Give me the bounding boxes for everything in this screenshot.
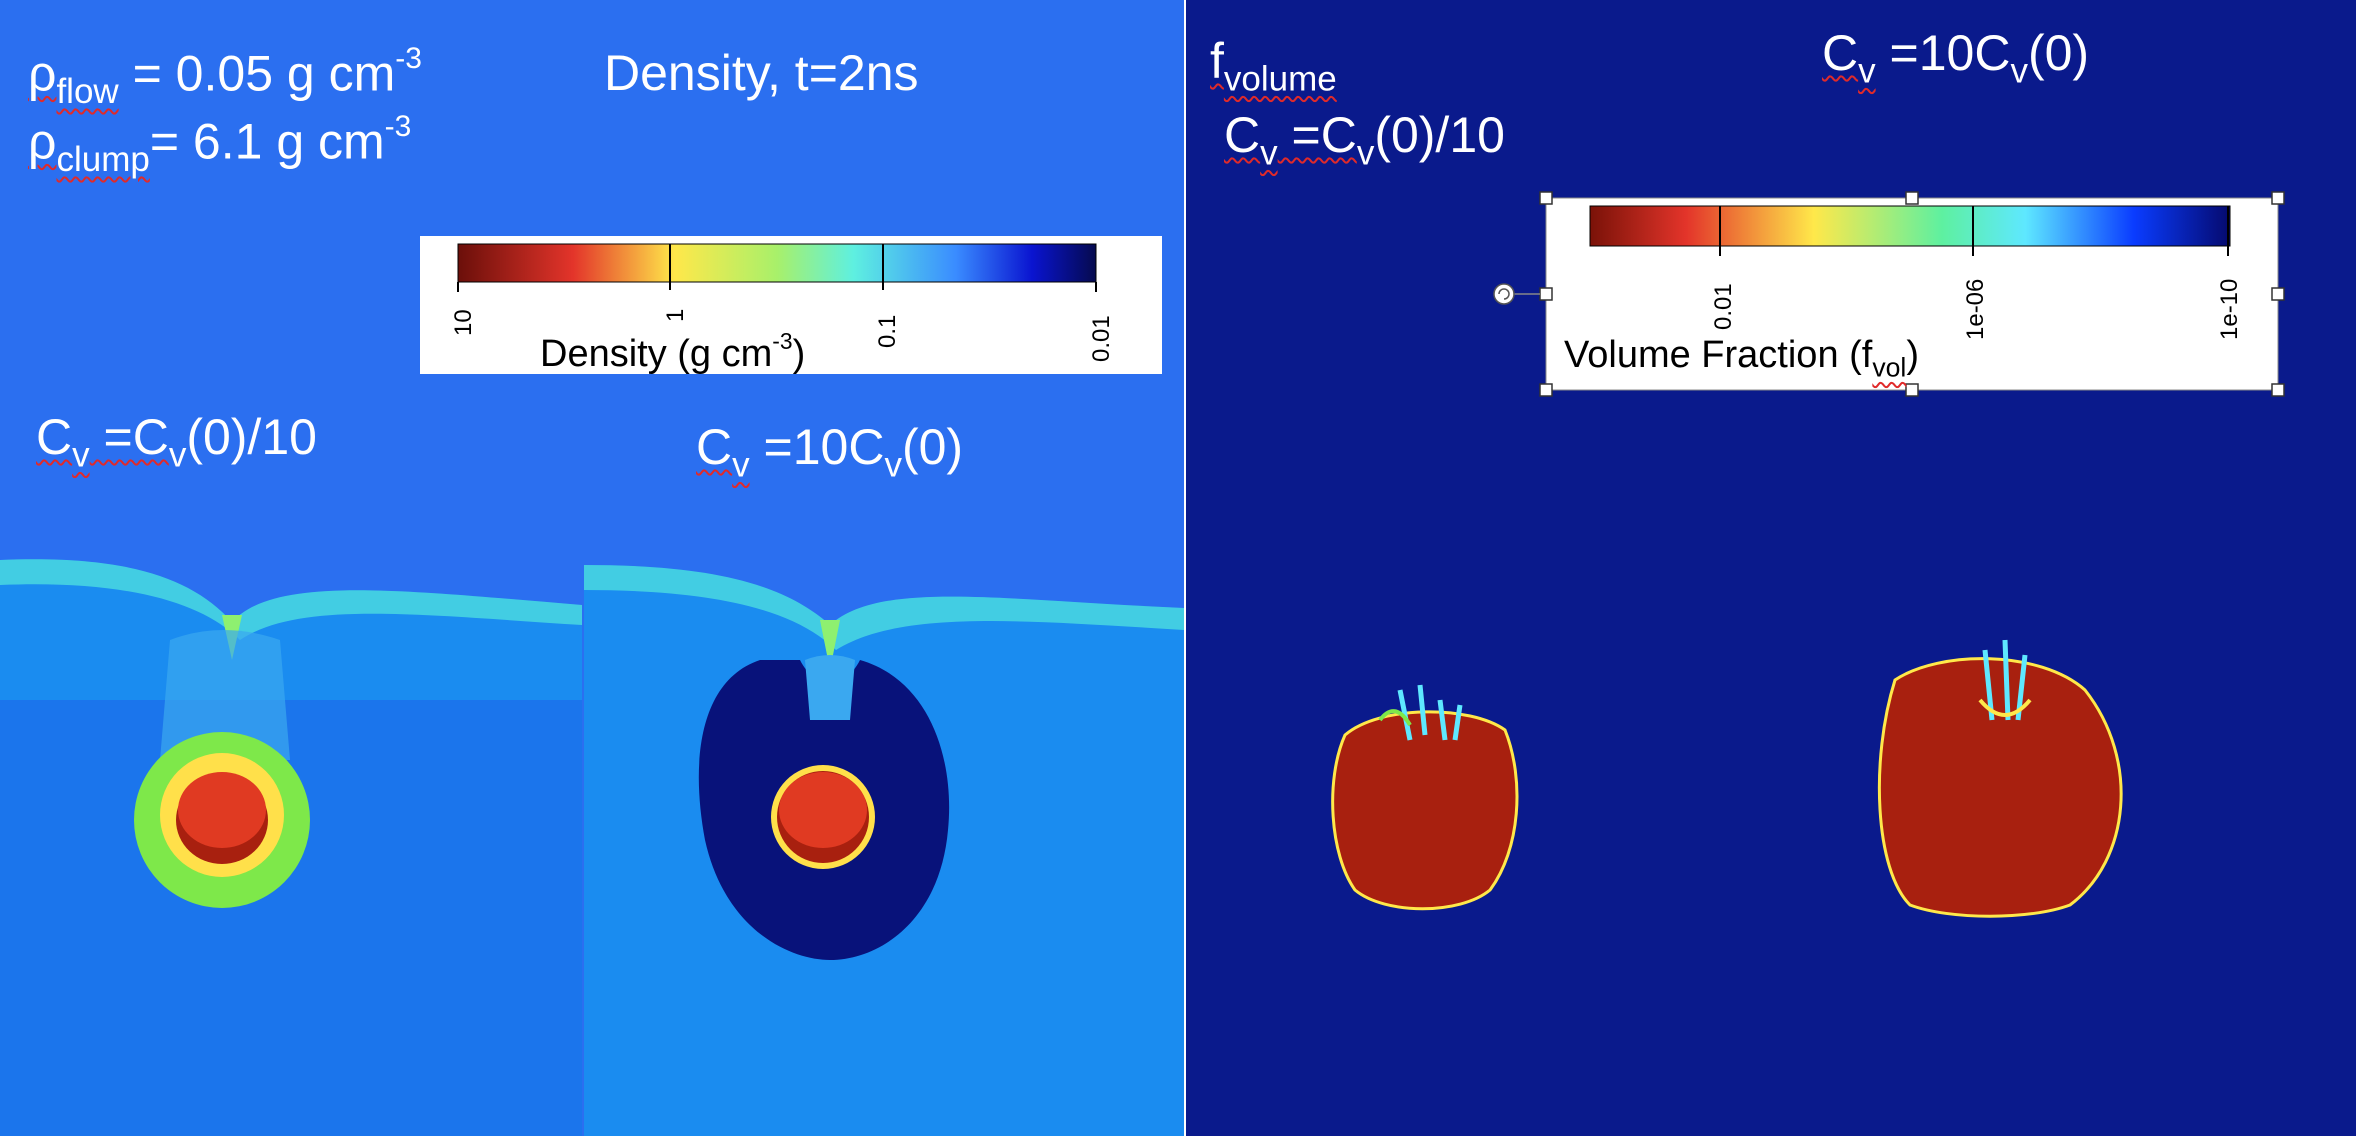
cv-subscript-2: v [2010, 51, 2028, 91]
rho-clump-exponent: -3 [384, 110, 412, 143]
resize-handle-left[interactable] [1539, 287, 1553, 301]
cv-subscript: v [1260, 133, 1278, 173]
cv-factor: (0) [2027, 25, 2090, 81]
cv-symbol: C [36, 409, 73, 465]
shock-tip-high [820, 620, 840, 670]
density-colorbar-label: Density (g cm-3) [540, 330, 805, 373]
cv-equals: =C [1277, 107, 1357, 163]
volume-label-text: Volume Fraction (f [1564, 334, 1873, 376]
resize-handle-top[interactable] [1905, 191, 1919, 205]
density-tick-label-10: 10 [450, 309, 477, 336]
volume-label-close: ) [1906, 334, 1919, 376]
cv-symbol: C [1822, 25, 1859, 81]
cv-high-label-left: Cv =10Cv(0) [696, 422, 963, 482]
density-colorbar-gradient [457, 243, 1097, 283]
density-label-close: ) [792, 333, 806, 376]
clump-high [779, 772, 867, 848]
resize-handle-bottom[interactable] [1905, 383, 1919, 397]
cv-subscript-2: v [884, 445, 902, 485]
vf-blob-left [1331, 684, 1519, 911]
volume-tick-label-0-01: 0.01 [1710, 283, 1737, 330]
rho-flow-value: = 0.05 g cm [118, 45, 396, 102]
f-volume-subscript: volume [1223, 59, 1337, 99]
wake-low [160, 630, 290, 760]
vf-blob-right [1877, 639, 2123, 918]
sim-right-cv-high [584, 565, 1184, 1136]
density-tick-label-0-1: 0.1 [874, 314, 901, 348]
rho-flow-exponent: -3 [395, 42, 422, 75]
resize-handle-top-left[interactable] [1539, 191, 1553, 205]
cv-factor: (0) [901, 419, 964, 475]
resize-handle-top-right[interactable] [2271, 191, 2285, 205]
rho-flow-label: ρflow = 0.05 g cm-3 [28, 44, 422, 109]
cv-symbol: C [696, 419, 733, 475]
resize-handle-bottom-left[interactable] [1539, 383, 1553, 397]
cv-subscript: v [732, 445, 750, 485]
rotate-handle-icon[interactable] [1493, 283, 1515, 305]
rho-flow-subscript: flow [56, 71, 119, 111]
f-symbol: f [1210, 33, 1224, 89]
f-volume-label: fvolume [1210, 36, 1337, 96]
rho-clump-label: ρclump= 6.1 g cm-3 [28, 112, 411, 177]
cv-factor: (0)/10 [186, 409, 317, 465]
jet-high [805, 655, 855, 720]
bow-shock-high [584, 565, 1184, 650]
cv-subscript-2: v [168, 435, 187, 475]
rho-clump-value: = 6.1 g cm [149, 113, 385, 170]
sim-left-cv-low [0, 559, 582, 1136]
density-tick-label-1: 1 [662, 308, 689, 322]
cv-factor: (0)/10 [1374, 107, 1505, 163]
cv-equals: =C [89, 409, 169, 465]
density-tick-label-0-01: 0.01 [1088, 315, 1115, 362]
cv-equals: =10C [1875, 25, 2011, 81]
density-label-text: Density (g cm [540, 333, 773, 376]
cv-subscript-2: v [1356, 133, 1375, 173]
right-panel-background [1186, 0, 2356, 1136]
cv-subscript: v [72, 435, 90, 475]
cv-symbol: C [1224, 107, 1261, 163]
cv-subscript: v [1858, 51, 1876, 91]
rho-symbol: ρ [28, 45, 57, 102]
volume-tick-label-1e-06: 1e-06 [1962, 278, 1989, 340]
resize-handle-bottom-right[interactable] [2271, 383, 2285, 397]
cv-high-label-right: Cv =10Cv(0) [1822, 28, 2089, 88]
density-colorbar [420, 236, 1162, 374]
volume-fraction-colorbar[interactable] [1493, 191, 2285, 397]
resize-handle-right[interactable] [2271, 287, 2285, 301]
density-label-exponent: -3 [772, 328, 793, 354]
cv-equals: =10C [749, 419, 885, 475]
clump-low [178, 772, 266, 848]
cv-low-label-right: Cv =Cv(0)/10 [1224, 110, 1505, 170]
volume-label-subscript: vol [1872, 352, 1907, 383]
density-title: Density, t=2ns [604, 45, 919, 101]
volume-colorbar-gradient [1589, 205, 2231, 247]
volume-tick-label-1e-10: 1e-10 [2216, 278, 2243, 340]
volume-colorbar-label: Volume Fraction (fvol) [1564, 336, 1919, 381]
rho-clump-subscript: clump [56, 139, 150, 179]
cv-low-label-left: Cv =Cv(0)/10 [36, 412, 317, 472]
bow-shock-low [0, 559, 582, 640]
rho-symbol: ρ [28, 113, 57, 170]
